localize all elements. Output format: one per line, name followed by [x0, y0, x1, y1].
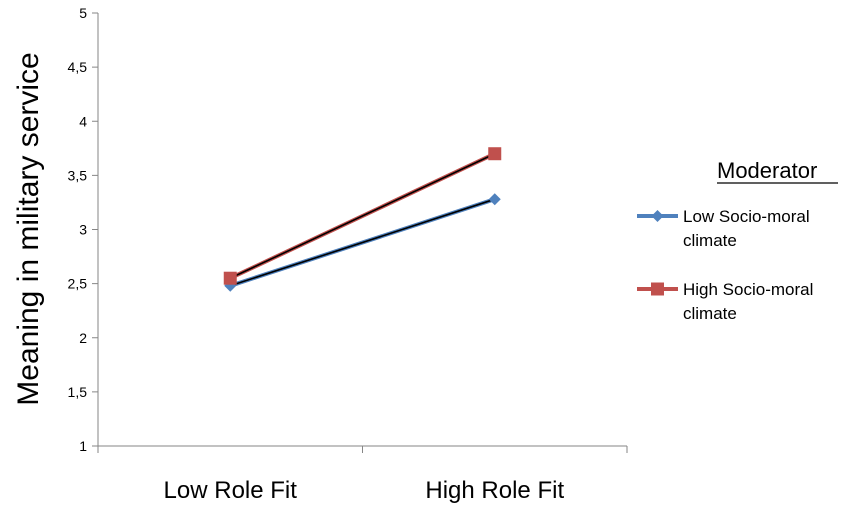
y-tick-label: 4,5 [68, 59, 88, 75]
data-point [488, 147, 502, 161]
y-tick-label: 4 [79, 113, 87, 129]
legend-title: Moderator [717, 158, 817, 183]
y-tick-label: 1,5 [68, 384, 88, 400]
series-2 [223, 147, 502, 285]
y-tick-label: 3 [79, 222, 87, 238]
legend-marker [651, 210, 664, 222]
y-tick-label: 5 [79, 5, 87, 21]
y-axis-ticks: 1 1,5 2 2,5 3 3,5 4 4,5 5 [68, 5, 98, 454]
y-tick-label: 2,5 [68, 276, 88, 292]
data-point [488, 193, 501, 206]
legend-entry-2: High Socio-moral climate [637, 280, 813, 323]
legend-label: Low Socio-moral [683, 207, 810, 226]
legend-label: climate [683, 231, 737, 250]
axes [97, 13, 627, 447]
data-point [223, 271, 237, 285]
series-line-core [230, 198, 495, 287]
x-category-label: High Role Fit [425, 477, 564, 504]
series-group [223, 147, 502, 292]
x-axis-ticks: Low Role Fit High Role Fit [97, 446, 628, 504]
y-tick-label: 2 [79, 330, 87, 346]
x-category-label: Low Role Fit [164, 477, 298, 504]
legend-label: High Socio-moral [683, 280, 813, 299]
legend-entry-1: Low Socio-moral climate [637, 207, 810, 250]
y-tick-label: 3,5 [68, 167, 88, 183]
y-tick-label: 1 [79, 438, 87, 454]
legend-label: climate [683, 304, 737, 323]
series-line-core [229, 153, 496, 279]
y-axis-title: Meaning in military service [12, 52, 45, 405]
series-1 [224, 193, 501, 292]
legend-marker [651, 282, 664, 296]
